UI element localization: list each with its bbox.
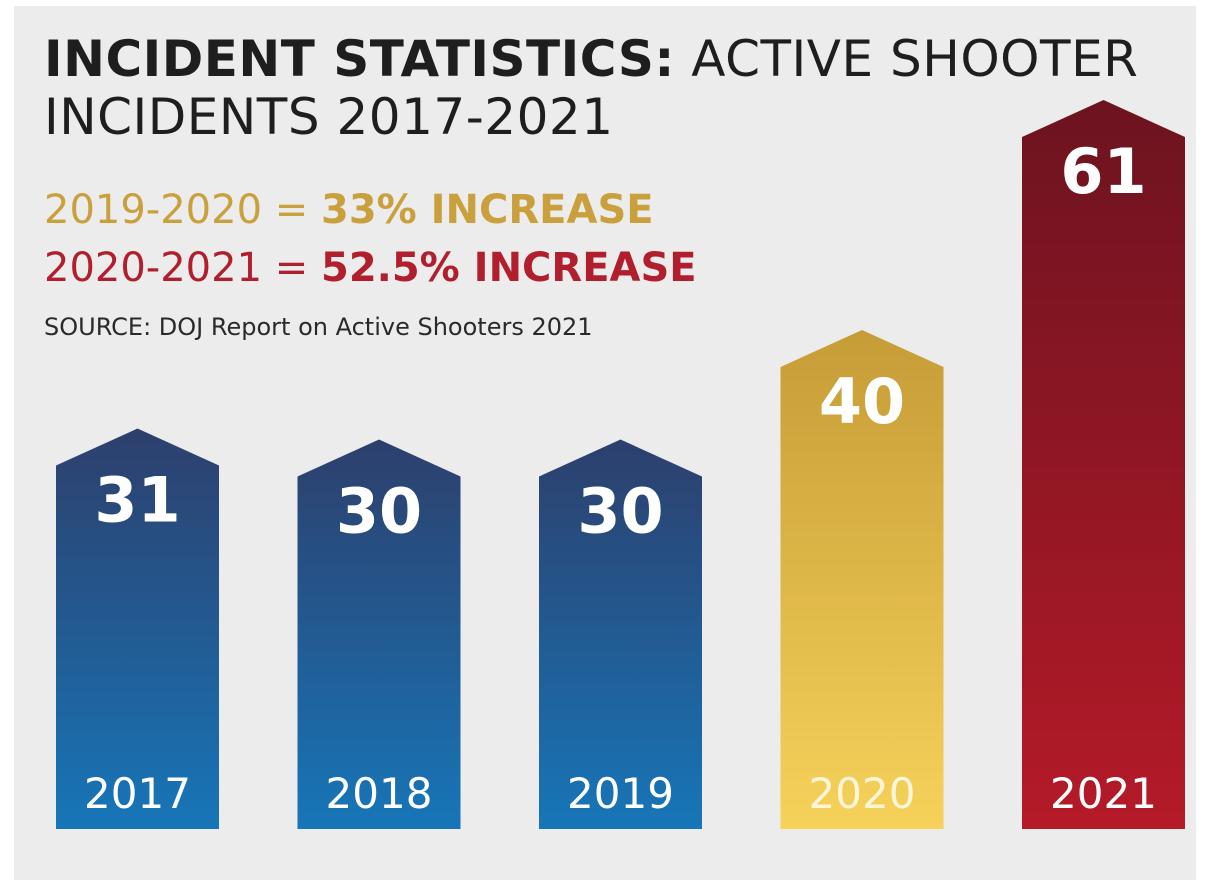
- bar-category-label: 2018: [326, 769, 433, 818]
- bar-shape: [1022, 100, 1185, 830]
- stat-change: 33% INCREASE: [320, 187, 654, 233]
- bar-shape: [297, 439, 461, 829]
- stat-period: 2019-2020 =: [44, 187, 321, 233]
- bar-2018: 30 2018: [297, 439, 461, 829]
- bar-category-label: 2019: [567, 769, 674, 818]
- bar-2019: 30 2019: [539, 439, 702, 829]
- stat-change: 52.5% INCREASE: [320, 245, 697, 291]
- bar-category-label: 2021: [1050, 769, 1157, 818]
- bar-shape: [56, 428, 219, 829]
- bar-value-label: 30: [336, 475, 422, 548]
- chart-title-bold: INCIDENT STATISTICS:: [44, 30, 675, 88]
- bar-value-label: 40: [819, 365, 905, 438]
- chart-title-rest: ACTIVE SHOOTER INCIDENTS 2017-2021: [44, 30, 1139, 146]
- stat-2020-2021: 2020-2021 = 52.5% INCREASE: [44, 244, 697, 292]
- stat-period: 2020-2021 =: [44, 245, 321, 291]
- bar-category-label: 2020: [809, 769, 916, 818]
- bar-2020: 40 2020: [780, 330, 944, 829]
- bar-shape: [539, 439, 702, 829]
- bar-shape: [780, 330, 944, 829]
- bars-layer: 31 2017 30 2018 30 2019 40 2020 61 2021: [56, 100, 1185, 830]
- bar-value-label: 30: [577, 475, 663, 548]
- bar-value-label: 31: [94, 464, 180, 537]
- bar-value-label: 61: [1060, 135, 1146, 208]
- chart-title: INCIDENT STATISTICS: ACTIVE SHOOTER INCI…: [44, 30, 1210, 146]
- source-note: SOURCE: DOJ Report on Active Shooters 20…: [44, 313, 593, 341]
- bar-2021: 61 2021: [1022, 100, 1185, 830]
- bar-category-label: 2017: [84, 769, 191, 818]
- bar-2017: 31 2017: [56, 428, 219, 829]
- stat-2019-2020: 2019-2020 = 33% INCREASE: [44, 186, 654, 234]
